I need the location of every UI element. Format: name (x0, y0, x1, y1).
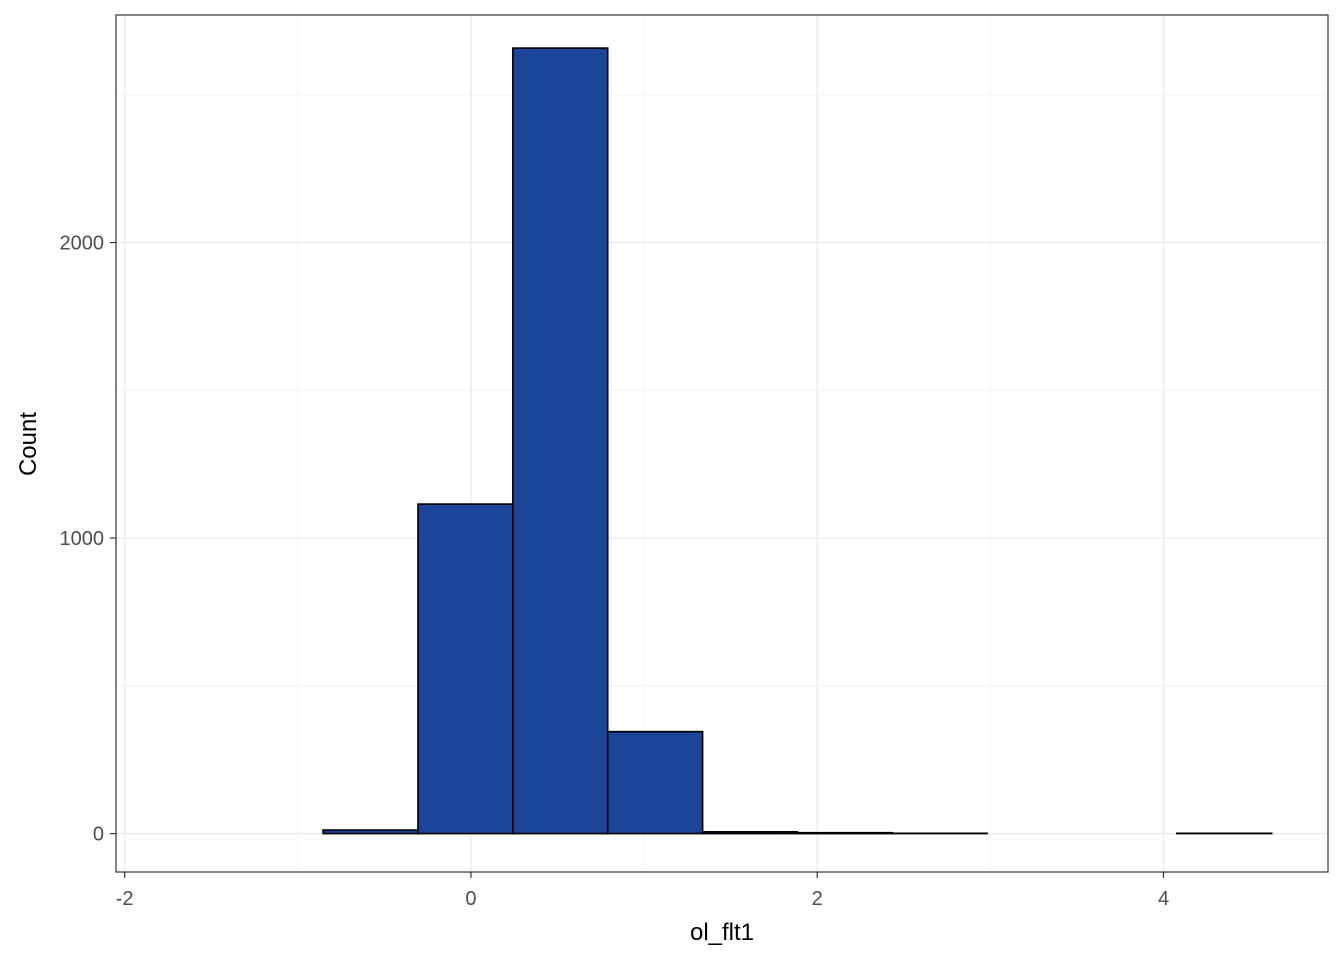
histogram-bars (322, 47, 1273, 835)
y-axis: 0 1000 2000 (60, 233, 116, 846)
y-tick-label: 1000 (60, 528, 105, 550)
histogram-bar (796, 831, 894, 835)
x-tick-label: 2 (812, 888, 823, 910)
x-axis: -2 0 2 4 (116, 872, 1169, 910)
y-tick-label: 2000 (60, 233, 105, 255)
x-tick-label: -2 (116, 888, 134, 910)
x-tick-label: 4 (1158, 888, 1169, 910)
y-axis-title: Count (15, 412, 42, 476)
histogram-bar (701, 831, 799, 835)
histogram-bar (512, 47, 609, 835)
histogram-bar (606, 730, 704, 835)
x-tick-label: 0 (465, 888, 476, 910)
x-axis-title: ol_flt1 (690, 919, 754, 946)
histogram-bar (417, 503, 514, 835)
y-tick-label: 0 (93, 824, 104, 846)
panel-border (115, 14, 1329, 873)
histogram-bar (322, 829, 419, 835)
